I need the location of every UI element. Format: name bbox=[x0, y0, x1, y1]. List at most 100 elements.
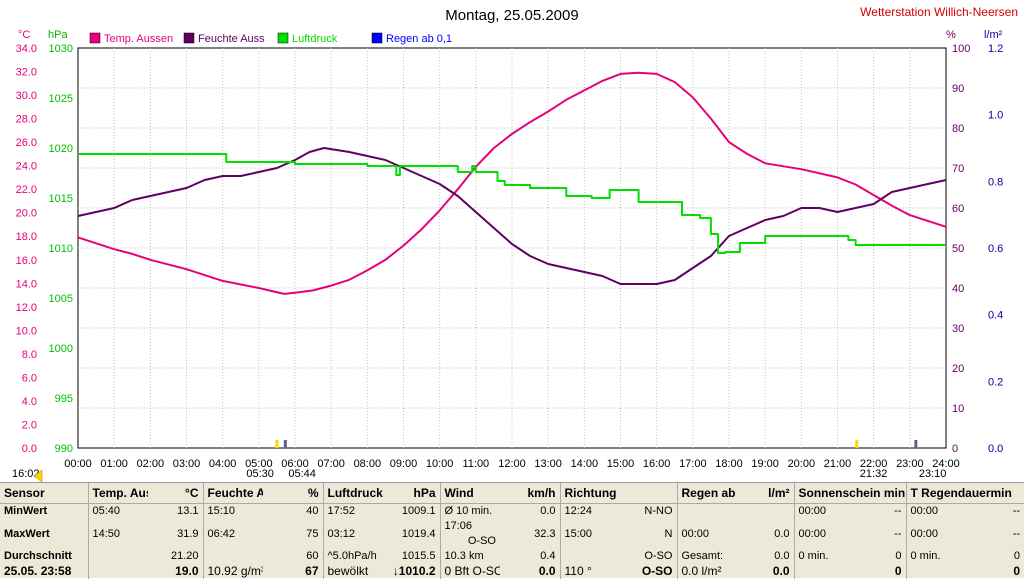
hdr-press: Luftdruck bbox=[322, 483, 383, 504]
cell: ↓1010.2 bbox=[392, 564, 436, 578]
temp-tick-label: 12.0 bbox=[16, 302, 37, 314]
pressure-tick-label: 1015 bbox=[49, 193, 73, 205]
x-tick-label: 04:00 bbox=[209, 458, 237, 470]
cell: O-SO bbox=[467, 535, 496, 547]
cell: 00:00 bbox=[905, 519, 968, 549]
hdr-dir: Richtung bbox=[559, 483, 620, 504]
cell: 31.9 bbox=[177, 527, 199, 540]
x-tick-label: 20:00 bbox=[788, 458, 816, 470]
cell: 15:00 bbox=[559, 519, 620, 549]
x-tick-label: 22:00 bbox=[860, 458, 888, 470]
pressure-tick-label: 995 bbox=[55, 393, 73, 405]
pressure-axis-unit: hPa bbox=[48, 29, 68, 41]
hdr-rain: Regen ab 0,1 bbox=[676, 483, 737, 504]
temp-tick-label: 20.0 bbox=[16, 208, 37, 220]
row-durchschnitt: Durchschnitt 21.20 60 ^5.0hPa/h 1015.5 1… bbox=[0, 549, 1024, 564]
cell: 06:42 bbox=[202, 519, 263, 549]
cell: 1019.4 bbox=[401, 527, 436, 540]
x-axis: 00:00 01:00 02:00 03:00 04:00 05:00 06:00 07:00… bbox=[64, 458, 960, 470]
humidity-tick-label: 30 bbox=[952, 323, 964, 335]
hdr-sensor: Sensor bbox=[0, 483, 88, 504]
humidity-tick-label: 20 bbox=[952, 363, 964, 375]
temp-tick-label: 6.0 bbox=[22, 372, 37, 384]
pressure-tick-label: 1030 bbox=[49, 43, 73, 55]
temp-tick-label: 28.0 bbox=[16, 114, 37, 126]
hdr-sun: Sonnenschein min bbox=[793, 483, 906, 504]
temp-tick-label: 0.0 bbox=[22, 443, 37, 455]
temp-tick-label: 14.0 bbox=[16, 278, 37, 290]
cell: 0 bbox=[894, 564, 902, 578]
hdr-temp: Temp. Aussen bbox=[87, 483, 148, 504]
legend-swatch bbox=[89, 32, 101, 44]
cell: 0 min. bbox=[905, 549, 968, 564]
row-label: MinWert bbox=[4, 505, 48, 517]
cell: 0 bbox=[895, 550, 902, 562]
cell: ^5.0hPa/h bbox=[322, 549, 383, 564]
row-maxwert: MaxWert 14:50 31.9 06:42 75 03:12 1019.4… bbox=[0, 519, 1024, 549]
legend-swatch bbox=[277, 32, 289, 44]
current-time-label: 16:02 bbox=[12, 468, 40, 480]
x-tick-label: 03:00 bbox=[173, 458, 201, 470]
cell: 40 bbox=[306, 505, 319, 517]
cell: 1015.5 bbox=[401, 550, 436, 562]
station-name: Wetterstation Willich-Neersen bbox=[860, 5, 1018, 19]
pressure-tick-label: 1000 bbox=[49, 343, 73, 355]
hdr-wind: Wind bbox=[439, 483, 500, 504]
x-tick-label: 19:00 bbox=[751, 458, 779, 470]
x-tick-label: 14:00 bbox=[571, 458, 599, 470]
weather-chart: Montag, 25.05.2009 Wetterstation Willich… bbox=[12, 5, 1018, 482]
pressure-tick-label: 1010 bbox=[49, 243, 73, 255]
hdr-hum-unit: % bbox=[263, 483, 323, 504]
x-tick-label: 11:00 bbox=[462, 458, 489, 470]
temp-tick-label: 8.0 bbox=[22, 349, 37, 361]
humidity-tick-label: 90 bbox=[952, 83, 964, 95]
series-luftdruck bbox=[78, 153, 946, 254]
cell: 0.0 l/m² bbox=[676, 564, 737, 579]
cell: 10.92 g/m³ bbox=[202, 564, 263, 579]
pressure-tick-label: 1025 bbox=[49, 93, 73, 105]
cell: 19.0 bbox=[175, 564, 199, 578]
humidity-tick-label: 100 bbox=[952, 43, 970, 55]
cell: 05:40 bbox=[87, 503, 148, 519]
x-tick-label: 15:00 bbox=[607, 458, 635, 470]
humidity-tick-label: 50 bbox=[952, 243, 964, 255]
hdr-wind-unit: km/h bbox=[500, 483, 560, 504]
chart-title: Montag, 25.05.2009 bbox=[445, 7, 578, 24]
current-time-marker bbox=[33, 469, 43, 482]
x-tick-label: 00:00 bbox=[64, 458, 92, 470]
grid bbox=[78, 48, 946, 448]
x-tick-label: 13:00 bbox=[534, 458, 562, 470]
cell: 0.4 bbox=[540, 550, 556, 562]
temp-tick-label: 10.0 bbox=[16, 325, 37, 337]
x-tick-label: 18:00 bbox=[715, 458, 743, 470]
x-tick-label: 24:00 bbox=[932, 458, 960, 470]
legend-label: Luftdruck bbox=[292, 33, 338, 45]
cell: 67 bbox=[305, 564, 319, 578]
cell: 0.0 bbox=[774, 550, 790, 562]
series-lines bbox=[77, 71, 947, 295]
marker-label-sunrise2: 05:44 bbox=[288, 468, 316, 480]
cell: 0.0 bbox=[538, 564, 556, 578]
cell: -- bbox=[894, 527, 902, 540]
legend-swatch bbox=[183, 32, 195, 44]
cell: 00:00 bbox=[793, 503, 856, 519]
cell: -- bbox=[1012, 505, 1021, 517]
pressure-tick-label: 1005 bbox=[49, 293, 73, 305]
cell: 10.3 km bbox=[439, 549, 500, 564]
legend: Temp. Aussen Feuchte Auss Luftdruck Regen a… bbox=[89, 32, 452, 45]
marker-label-end: 23:10 bbox=[919, 468, 947, 480]
hdr-temp-unit: °C bbox=[148, 483, 203, 504]
y-axes: 0.0 2.0 4.0 6.0 8.0 10.0 12.0 14.0 16.0 18.0 20.0 2… bbox=[16, 43, 1004, 455]
legend-swatch bbox=[371, 32, 383, 44]
row-label: MaxWert bbox=[4, 527, 50, 540]
hdr-hum: Feuchte Auss bbox=[202, 483, 263, 504]
x-tick-label: 07:00 bbox=[317, 458, 345, 470]
humidity-tick-label: 40 bbox=[952, 283, 964, 295]
temp-tick-label: 16.0 bbox=[16, 255, 37, 267]
humidity-tick-label: 60 bbox=[952, 203, 964, 215]
cell: 14:50 bbox=[87, 519, 148, 549]
humidity-axis-unit: % bbox=[946, 29, 956, 41]
stats-panel: Sensor Temp. Aussen °C Feuchte Auss % Lu… bbox=[0, 482, 1024, 579]
cell: -- bbox=[894, 505, 902, 517]
x-tick-label: 16:00 bbox=[643, 458, 671, 470]
